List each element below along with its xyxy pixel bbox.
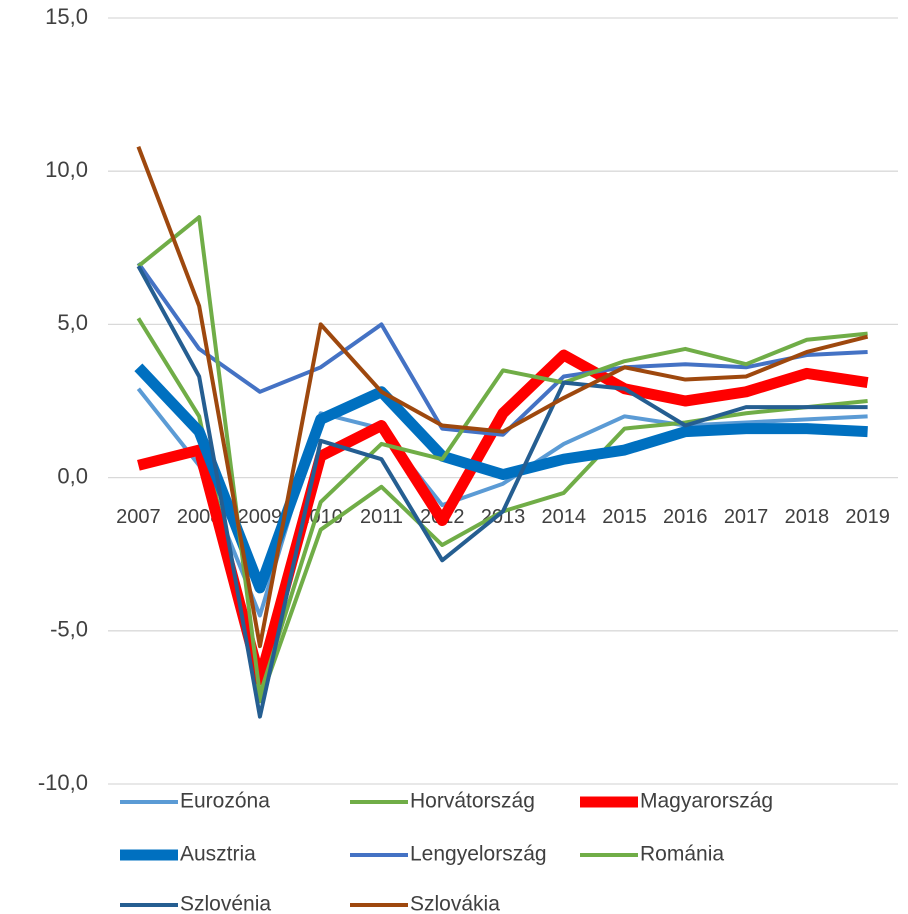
legend-label: Magyarország xyxy=(640,790,773,813)
series-line xyxy=(134,363,868,594)
x-tick-label: 2014 xyxy=(542,506,587,528)
x-tick-label: 2009 xyxy=(238,506,283,528)
legend-label: Ausztria xyxy=(180,843,256,866)
legend-label: Szlovákia xyxy=(410,893,500,914)
series-line xyxy=(137,215,868,698)
x-tick-label: 2015 xyxy=(602,506,647,528)
y-tick-label: 15,0 xyxy=(45,4,88,29)
x-tick-label: 2017 xyxy=(724,506,769,528)
y-tick-label: -5,0 xyxy=(50,617,88,642)
x-tick-label: 2019 xyxy=(845,506,890,528)
series-line xyxy=(136,387,868,618)
x-tick-label: 2016 xyxy=(663,506,708,528)
series-line xyxy=(136,265,868,719)
legend-label: Románia xyxy=(640,843,724,866)
x-tick-label: 2011 xyxy=(360,506,403,528)
legend-label: Szlovénia xyxy=(180,893,271,914)
y-tick-label: 10,0 xyxy=(45,157,88,182)
series-line xyxy=(136,145,869,649)
legend-label: Horvátország xyxy=(410,790,535,813)
legend-label: Eurozóna xyxy=(180,790,270,813)
y-tick-label: -10,0 xyxy=(38,770,88,795)
x-tick-label: 2018 xyxy=(785,506,830,528)
legend-label: Lengyelország xyxy=(410,843,547,866)
y-tick-label: 0,0 xyxy=(57,463,88,488)
x-tick-label: 2007 xyxy=(116,506,161,528)
series-line xyxy=(136,261,868,437)
y-tick-label: 5,0 xyxy=(57,310,88,335)
